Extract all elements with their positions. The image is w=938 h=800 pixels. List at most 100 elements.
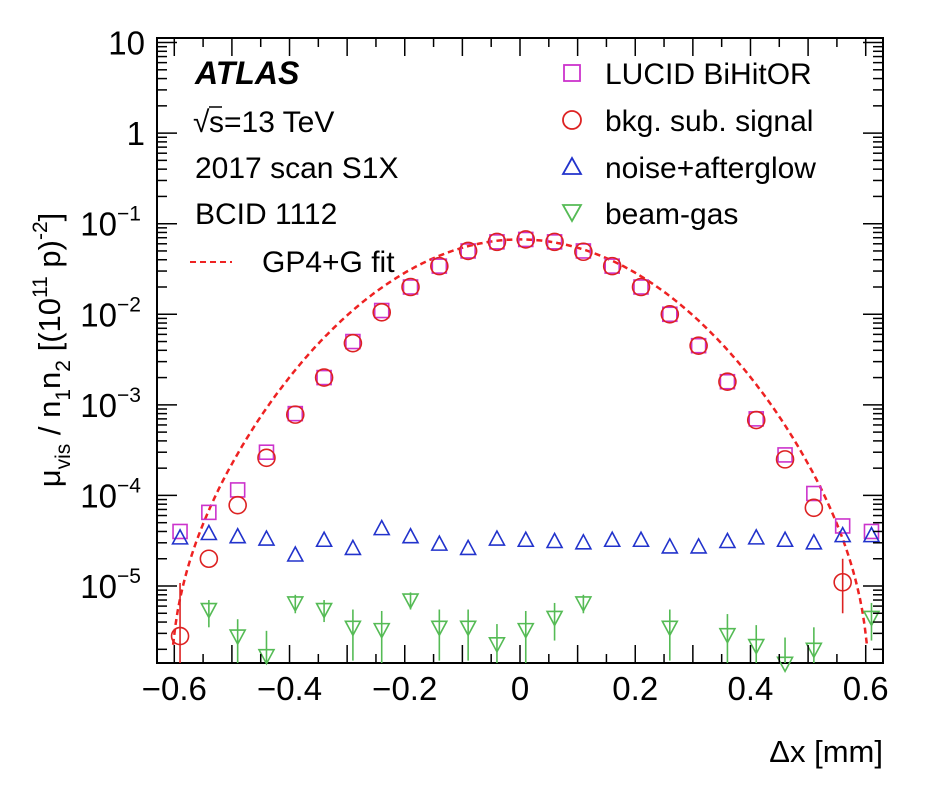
noise-point [574, 533, 593, 550]
bcid-label: BCID 1112 [195, 198, 337, 231]
noise-point [805, 533, 823, 550]
lucid-point [172, 523, 188, 540]
signal-point [660, 304, 680, 324]
atlas-label: ATLAS [194, 55, 300, 91]
y-tick-label: 10 [80, 206, 117, 243]
legend-signal-marker [562, 110, 582, 130]
beamgas-point [315, 602, 333, 620]
legend-beamgas-label: beam-gas [605, 198, 738, 231]
fit-curve [171, 238, 869, 645]
lucid-point [662, 306, 678, 323]
data-marks [170, 230, 881, 674]
signal-point [228, 495, 247, 515]
noise-point [459, 538, 477, 556]
noise-point [315, 530, 333, 548]
legend-beamgas-marker [561, 204, 583, 223]
sqrt-symbol: √ [193, 106, 210, 139]
legend-lucid-label: LUCID BiHitOR [605, 58, 812, 91]
noise-point [545, 531, 564, 549]
signal-point [372, 303, 392, 322]
x-tick-label: 0.6 [843, 670, 889, 707]
signal-point [401, 277, 420, 297]
y-tick-label: 10 [80, 568, 117, 605]
lucid-point [806, 485, 822, 502]
lucid-point [229, 482, 246, 498]
y-label-vis: vis [52, 444, 75, 470]
lucid-point [546, 234, 563, 250]
noise-point [516, 530, 535, 548]
scan-label: 2017 scan S1X [195, 152, 398, 185]
x-tick-label: −0.6 [142, 670, 207, 707]
beamgas-point [344, 620, 362, 637]
noise-point [344, 538, 362, 556]
beamgas-point [718, 627, 737, 645]
noise-point [430, 534, 449, 551]
x-tick-label: 0.4 [728, 670, 774, 707]
beamgas-point [430, 620, 449, 637]
lucid-point [690, 337, 707, 354]
signal-point [602, 256, 622, 276]
lucid-point [777, 447, 793, 463]
noise-point [776, 530, 794, 548]
lucid-point [489, 234, 505, 250]
y-tick-label: 10 [80, 477, 117, 514]
legend-fit-label: GP4+G fit [262, 246, 395, 279]
beamgas-point [257, 648, 276, 666]
signal-point [199, 549, 219, 569]
lucid-point [258, 444, 275, 461]
y-tick-label: 10 [80, 387, 117, 424]
lucid-point [633, 279, 649, 295]
noise-point [171, 528, 189, 545]
signal-point [343, 333, 363, 353]
lucid-point [460, 243, 476, 259]
beamgas-point [488, 637, 506, 654]
noise-point [488, 529, 506, 546]
y-tick-exponent: −4 [117, 474, 141, 497]
signal-point [804, 498, 824, 518]
beamgas-point [574, 596, 593, 613]
signal-point [487, 232, 507, 252]
signal-point [833, 572, 852, 592]
legend-signal-label: bkg. sub. signal [605, 105, 813, 138]
legend-lucid-marker [563, 64, 581, 82]
noise-point [862, 525, 881, 543]
x-tick-label: −0.2 [372, 670, 437, 707]
beamgas-point [401, 593, 420, 610]
energy-label: s=13 TeV [209, 106, 334, 139]
beamgas-point [805, 642, 823, 660]
signal-point [516, 230, 536, 249]
noise-point [372, 518, 391, 536]
signal-point [285, 405, 305, 424]
signal-point [574, 242, 593, 262]
noise-point [286, 545, 305, 562]
beamgas-point [660, 620, 679, 637]
signal-point [718, 372, 737, 392]
x-tick-label: 0 [511, 670, 529, 707]
x-tick-label: 0.2 [612, 670, 658, 707]
legend: GP4+G fit LUCID BiHitOR bkg. sub. signal… [190, 58, 816, 279]
x-tick-label: −0.4 [257, 670, 322, 707]
signal-point [458, 241, 478, 261]
beamgas-point [372, 622, 391, 640]
noise-point [401, 527, 420, 544]
legend-noise-marker [561, 156, 583, 175]
beamgas-point [516, 622, 535, 640]
y-axis-label: μvis / n1n2 [(1011 p)-2] [29, 213, 75, 488]
noise-point [747, 528, 766, 545]
y-tick-label: 10 [80, 296, 117, 333]
beamgas-point [286, 596, 305, 613]
signal-point [689, 336, 708, 355]
legend-noise-label: noise+afterglow [605, 152, 816, 185]
y-tick-exponent: −3 [117, 384, 141, 407]
energy-annotation: √ s=13 TeV [193, 106, 334, 139]
signal-point [631, 277, 651, 297]
fit-layer [171, 238, 869, 645]
signal-point [545, 232, 564, 252]
lucid-point [201, 504, 217, 521]
lucid-point [604, 258, 620, 274]
noise-point [632, 530, 650, 548]
y-tick-exponent: −1 [117, 203, 141, 226]
beamgas-point [776, 656, 794, 674]
